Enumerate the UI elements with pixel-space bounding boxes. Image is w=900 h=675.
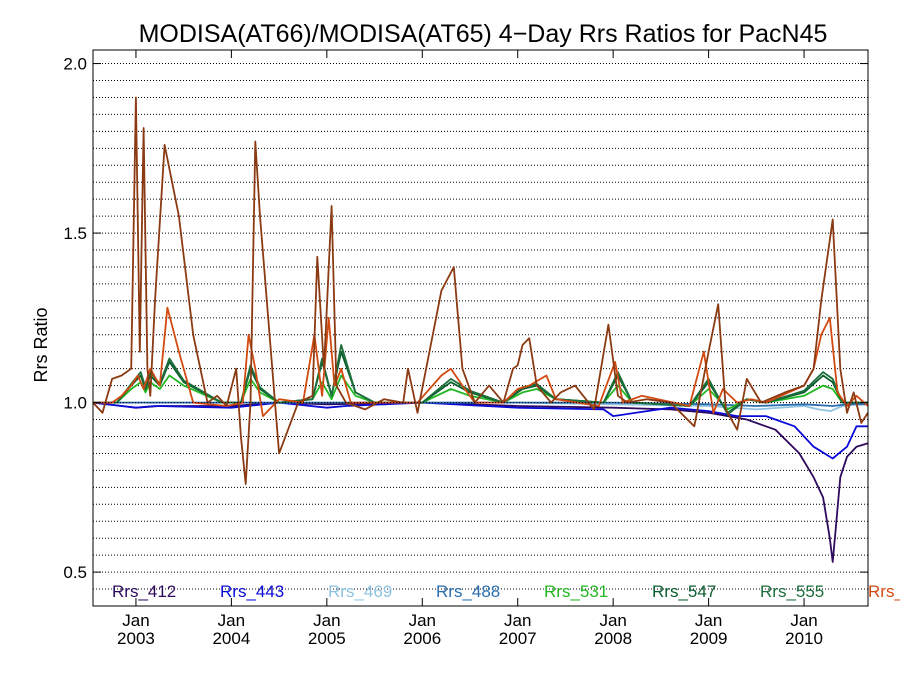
gridlines bbox=[93, 63, 868, 590]
legend: Rrs_412 Rrs_443 Rrs_469 Rrs_488 Rrs_531 Rrs_5… bbox=[112, 582, 900, 601]
x-tick-year-label: 2003 bbox=[117, 629, 155, 648]
legend-entry: Rrs_555 bbox=[760, 582, 824, 601]
y-tick-label: 2.0 bbox=[63, 55, 87, 74]
y-tick-label: 0.5 bbox=[63, 563, 87, 582]
legend-entry: Rrs_645 bbox=[868, 582, 900, 601]
x-tick-year-label: 2007 bbox=[499, 629, 537, 648]
legend-entry: Rrs_547 bbox=[652, 582, 716, 601]
series-lines bbox=[92, 96, 869, 563]
legend-entry: Rrs_531 bbox=[544, 582, 608, 601]
x-tick-month-label: Jan bbox=[790, 611, 817, 630]
x-tick-year-label: 2006 bbox=[403, 629, 441, 648]
x-tick-year-label: 2009 bbox=[690, 629, 728, 648]
legend-entry: Rrs_443 bbox=[220, 582, 284, 601]
legend-entry: Rrs_469 bbox=[328, 582, 392, 601]
x-tick-year-label: 2005 bbox=[308, 629, 346, 648]
x-tick-month-label: Jan bbox=[313, 611, 340, 630]
x-tick-year-label: 2008 bbox=[594, 629, 632, 648]
x-tick-month-label: Jan bbox=[218, 611, 245, 630]
plot-frame bbox=[92, 49, 869, 607]
x-tick-year-label: 2010 bbox=[785, 629, 823, 648]
y-tick-label: 1.0 bbox=[63, 394, 87, 413]
series-line-rrs_645 bbox=[93, 306, 869, 418]
x-tick-month-label: Jan bbox=[504, 611, 531, 630]
x-tick-month-label: Jan bbox=[695, 611, 722, 630]
legend-entry: Rrs_488 bbox=[436, 582, 500, 601]
series-line-rrs_443 bbox=[92, 401, 868, 460]
x-axis: Jan2003Jan2004Jan2005Jan2006Jan2007Jan20… bbox=[117, 50, 823, 648]
y-tick-label: 1.5 bbox=[63, 224, 87, 243]
x-tick-month-label: Jan bbox=[122, 611, 149, 630]
y-axis: 0.5 1.0 1.5 2.0 bbox=[63, 55, 868, 582]
y-axis-label: Rrs Ratio bbox=[31, 307, 51, 382]
x-tick-year-label: 2004 bbox=[212, 629, 250, 648]
series-line-rrs_667 bbox=[92, 96, 869, 485]
chart-title: MODISA(AT66)/MODISA(AT65) 4−Day Rrs Rati… bbox=[139, 20, 828, 48]
x-tick-month-label: Jan bbox=[409, 611, 436, 630]
legend-entry: Rrs_412 bbox=[112, 582, 176, 601]
x-tick-month-label: Jan bbox=[599, 611, 626, 630]
